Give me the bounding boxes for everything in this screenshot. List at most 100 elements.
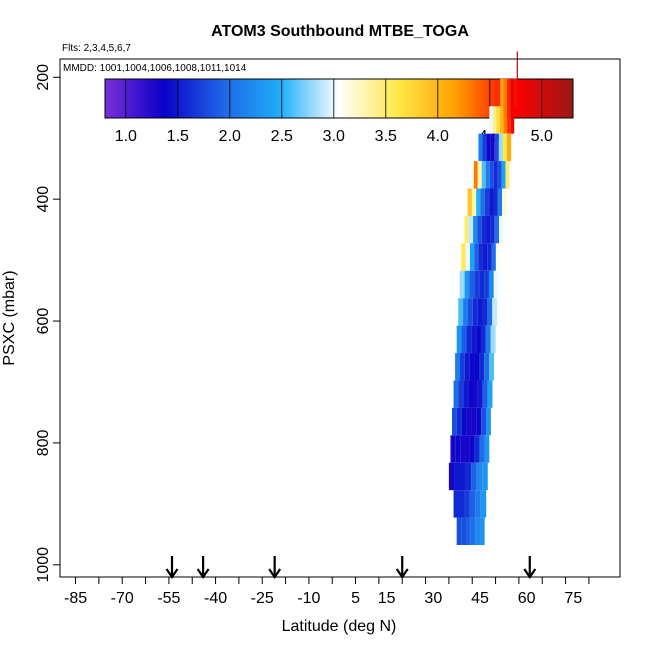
x-tick-label: -25: [251, 590, 274, 607]
heatmap-cell: [476, 462, 483, 491]
heatmap-cell: [477, 298, 483, 326]
heatmap-cell: [479, 353, 485, 381]
heatmap-cell: [464, 353, 470, 381]
heatmap-cell: [453, 380, 459, 408]
chart-title: ATOM3 Southbound MTBE_TOGA: [211, 23, 469, 40]
heatmap-cell: [458, 298, 464, 326]
heatmap-cell: [489, 353, 494, 381]
heatmap-cell: [456, 517, 462, 546]
y-tick-label: 600: [35, 308, 52, 335]
colorbar-tick-label: 5.0: [531, 128, 553, 145]
heatmap-cell: [466, 517, 471, 546]
heatmap-cell: [455, 435, 461, 463]
x-tick-label: 30: [424, 590, 442, 607]
heatmap-cell: [460, 462, 466, 491]
heatmap-cell: [456, 407, 462, 436]
heatmap-cell: [469, 490, 476, 518]
y-tick-label: 800: [35, 429, 52, 456]
heatmap-cell: [510, 106, 515, 134]
heatmap-cell: [507, 78, 511, 107]
heatmap-cell: [463, 380, 469, 408]
heatmap-cell: [464, 215, 469, 244]
heatmap-cell: [471, 407, 477, 436]
heatmap-cell: [474, 243, 479, 271]
heatmap-cell: [448, 462, 455, 491]
heatmap-cell: [482, 133, 487, 162]
heatmap-cell: [456, 325, 462, 354]
heatmap-cell: [507, 106, 511, 134]
heatmap-cell: [503, 106, 508, 134]
heatmap-cell: [489, 188, 494, 216]
heatmap-cell: [469, 243, 475, 271]
heatmap-cell: [481, 407, 487, 436]
heatmap-cell: [505, 161, 510, 189]
x-tick-label: -85: [64, 590, 87, 607]
heatmap-cell: [459, 490, 465, 518]
heatmap-cell: [473, 161, 478, 189]
y-axis-label: PSXC (mbar): [1, 270, 18, 365]
heatmap-cell: [476, 407, 482, 436]
heatmap-cell: [468, 215, 474, 244]
heatmap-cell: [490, 133, 495, 162]
heatmap-cell: [503, 78, 508, 107]
y-axis: 200 400 600 800 1000: [35, 64, 60, 583]
colorbar-tick-label: 3.5: [375, 128, 397, 145]
heatmap-cell: [513, 78, 518, 107]
heatmap-cell: [484, 435, 490, 463]
heatmap-cell: [486, 407, 491, 436]
heatmap-cell: [450, 435, 456, 463]
heatmap-cell: [493, 188, 498, 216]
heatmap-cell: [460, 435, 466, 463]
heatmap-cell: [498, 133, 503, 162]
colorbar-tick-label: 1.5: [167, 128, 189, 145]
heatmap-cell: [492, 106, 497, 134]
heatmap-cell: [478, 243, 483, 271]
heatmap-cell: [516, 51, 518, 79]
heatmap-cell: [475, 490, 481, 518]
heatmap-cell: [477, 161, 482, 189]
heatmap-cell: [471, 325, 477, 354]
heatmap-cell: [480, 490, 487, 518]
heatmap-cell: [474, 270, 480, 299]
heatmap-cell: [455, 353, 460, 381]
heatmap-cell: [489, 161, 494, 189]
heatmap-cell: [500, 78, 504, 107]
x-tick-label: 60: [518, 590, 536, 607]
heatmap-cell: [459, 353, 465, 381]
y-tick-label: 200: [35, 64, 52, 91]
heatmap-cell: [487, 298, 493, 326]
heatmap-cell: [486, 133, 491, 162]
heatmap-cell: [465, 243, 470, 271]
heatmap-cell: [473, 215, 478, 244]
heatmap-cell: [461, 243, 466, 271]
heatmap-cell: [464, 490, 470, 518]
heatmap-cell: [485, 325, 491, 354]
heatmap-cell: [475, 517, 480, 546]
arrow-down-icon: [395, 556, 409, 579]
heatmap-cell: [480, 325, 486, 354]
heatmap-cell: [507, 133, 512, 162]
heatmap-cell: [484, 188, 490, 216]
x-tick-label: -40: [204, 590, 227, 607]
y-tick-label: 400: [35, 186, 52, 213]
heatmap-cell: [482, 380, 488, 408]
heatmap-cell: [485, 161, 490, 189]
x-tick-label: 5: [351, 590, 360, 607]
heatmap-cell: [461, 517, 466, 546]
heatmap-cell: [502, 188, 507, 216]
heatmap-cell: [479, 435, 485, 463]
heatmap-cell: [495, 243, 501, 271]
heatmap-cell: [499, 215, 504, 244]
heatmap-cell: [469, 270, 475, 299]
heatmap-cell: [486, 215, 491, 244]
heatmap-cell: [471, 462, 477, 491]
heatmap-cell: [492, 298, 498, 326]
heatmap-cell: [478, 133, 483, 162]
colorbar: 1.01.52.02.53.03.54.04.55.0: [104, 78, 574, 145]
heatmap-cell: [466, 407, 472, 436]
plot-frame: [59, 58, 621, 578]
colorbar-tick-label: 1.0: [115, 128, 137, 145]
heatmap-cell: [466, 325, 472, 354]
heatmap-cell: [469, 353, 475, 381]
heatmap-cell: [464, 270, 470, 299]
